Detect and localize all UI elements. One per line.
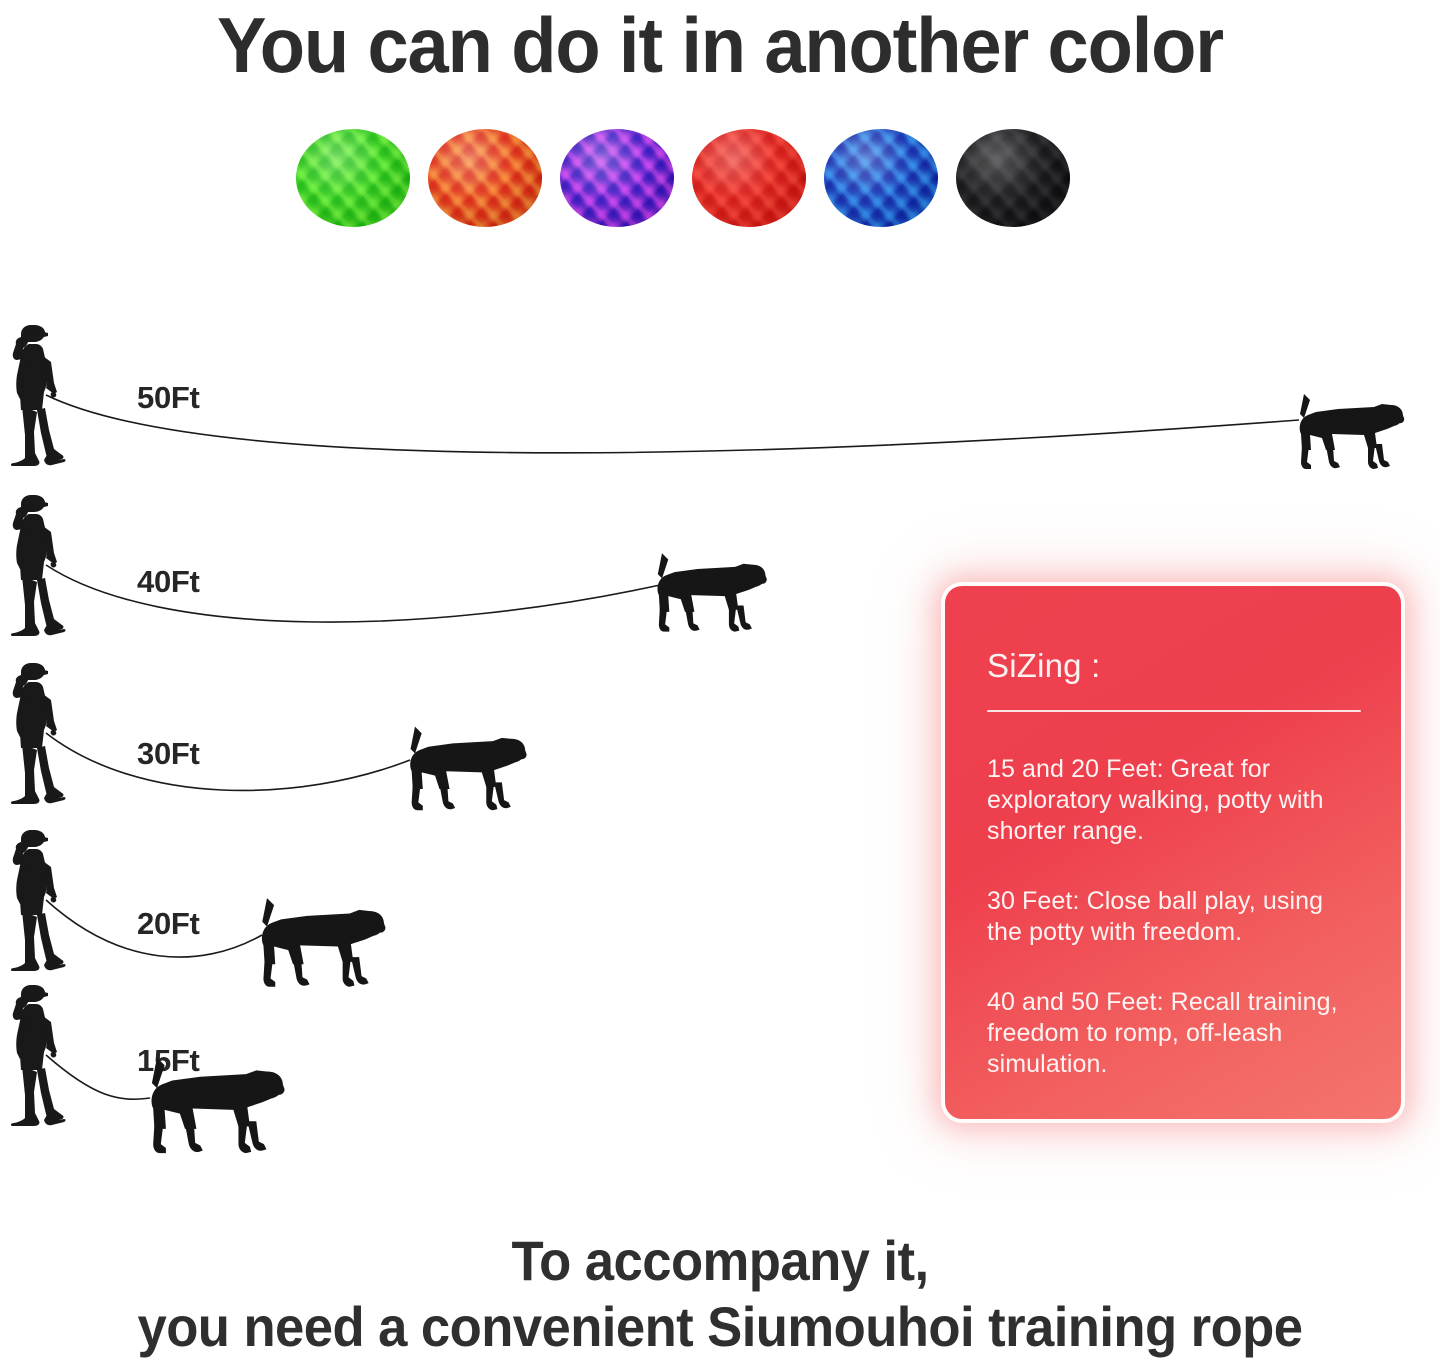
swatch-sheen [956, 129, 1070, 227]
sizing-paragraph-15-20: 15 and 20 Feet: Great for exploratory wa… [987, 755, 1324, 845]
swatch-sheen [560, 129, 674, 227]
dog-silhouette-50ft [1299, 394, 1405, 469]
dog-silhouette-20ft [261, 898, 386, 987]
swatch-sheen [296, 129, 410, 227]
sizing-card-title: SiZing : [987, 647, 1101, 684]
dog-silhouette-15ft [151, 1057, 285, 1154]
weave-texture-icon [956, 129, 1070, 227]
sizing-paragraph-40-50: 40 and 50 Feet: Recall training, freedom… [987, 988, 1338, 1078]
length-row-15ft: 15Ft [0, 980, 1440, 1170]
color-swatch-orange[interactable] [428, 129, 542, 227]
length-row-20ft: 20Ft [0, 825, 1440, 1005]
sizing-card-body: 15 and 20 Feet: Great for exploratory wa… [987, 754, 1361, 1080]
length-label-50ft: 50Ft [137, 380, 200, 415]
person-silhouette [10, 495, 66, 636]
color-swatch-blue[interactable] [824, 129, 938, 227]
weave-texture-icon [428, 129, 542, 227]
page-title: You can do it in another color [217, 1, 1224, 89]
bottom-caption: To accompany it, you need a convenient S… [43, 1228, 1397, 1360]
length-label-20ft: 20Ft [137, 906, 200, 941]
length-label-15ft: 15Ft [137, 1043, 200, 1078]
sizing-paragraph-30: 30 Feet: Close ball play, using the pott… [987, 887, 1324, 946]
color-swatch-purple[interactable] [560, 129, 674, 227]
caption-line-2: you need a convenient Siumouhoi training… [137, 1295, 1303, 1358]
person-silhouette [10, 663, 66, 804]
weave-texture-icon [560, 129, 674, 227]
dog-silhouette-30ft [410, 726, 527, 811]
color-swatch-row [296, 128, 1086, 228]
color-swatch-red[interactable] [692, 129, 806, 227]
color-swatch-green[interactable] [296, 129, 410, 227]
dog-silhouette-40ft [657, 553, 767, 632]
color-swatch-black[interactable] [956, 129, 1070, 227]
caption-line-1: To accompany it, [511, 1229, 929, 1292]
sizing-card-divider [987, 710, 1361, 712]
leash-line-50ft [45, 394, 1300, 454]
swatch-sheen [824, 129, 938, 227]
person-silhouette [10, 325, 66, 466]
weave-texture-icon [824, 129, 938, 227]
sizing-info-card: SiZing : 15 and 20 Feet: Great for explo… [945, 586, 1401, 1119]
swatch-sheen [692, 129, 806, 227]
length-label-30ft: 30Ft [137, 736, 200, 771]
weave-texture-icon [692, 129, 806, 227]
person-silhouette [10, 985, 66, 1126]
length-label-40ft: 40Ft [137, 564, 200, 599]
person-silhouette [10, 830, 66, 971]
length-row-50ft: 50Ft [0, 320, 1440, 490]
swatch-sheen [428, 129, 542, 227]
weave-texture-icon [296, 129, 410, 227]
leash-length-comparison: 50Ft [0, 320, 1440, 1170]
